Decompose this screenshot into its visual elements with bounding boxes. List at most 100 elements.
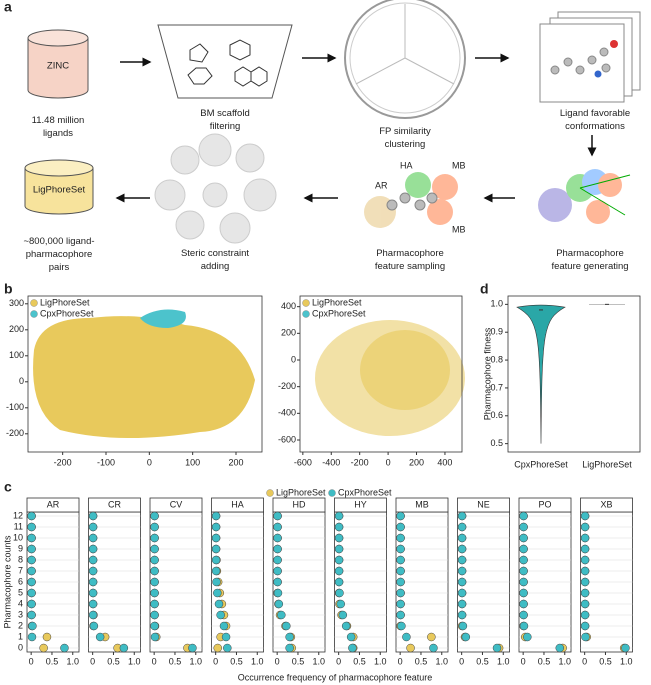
- dot: [27, 610, 36, 620]
- dot: [27, 555, 36, 565]
- dot: [492, 643, 502, 653]
- panel-title: MB: [415, 499, 429, 509]
- dot: [580, 555, 590, 565]
- y-axis-label: Pharmacophore fitness: [482, 327, 492, 420]
- y-tick-label: 0: [291, 354, 296, 364]
- dot: [212, 577, 221, 587]
- y-tick-label: -200: [6, 428, 24, 438]
- caption: Pharmacophore feature generating: [551, 248, 628, 272]
- dot: [119, 643, 129, 653]
- y-axis-label: Pharmacophore counts: [2, 535, 12, 629]
- dot: [88, 544, 98, 554]
- legend-swatch: [302, 299, 310, 307]
- dot: [214, 599, 224, 609]
- dot: [396, 566, 405, 576]
- x-tick-label: 1.0: [251, 656, 264, 666]
- y-tick-label: 9: [18, 543, 23, 553]
- dot: [42, 632, 52, 642]
- dot: [150, 632, 160, 642]
- y-tick-label: 6: [18, 576, 23, 586]
- x-tick-label: 1.0: [190, 656, 203, 666]
- box-label: LigPhoreSet: [33, 185, 86, 196]
- dot: [519, 566, 528, 576]
- dot: [334, 544, 344, 554]
- dot: [88, 522, 98, 532]
- y-tick-label: -400: [278, 408, 296, 418]
- x-tick-label: -200: [351, 457, 369, 467]
- dot: [621, 643, 630, 653]
- panel-title: HD: [293, 499, 306, 509]
- x-tick-label: 400: [437, 457, 452, 467]
- dot: [274, 599, 284, 609]
- dot: [580, 511, 590, 521]
- dot: [213, 643, 222, 653]
- dot: [519, 511, 528, 521]
- x-tick-label: 0.5: [292, 656, 305, 666]
- dot: [334, 533, 344, 543]
- dot: [88, 555, 98, 565]
- dot: [396, 533, 405, 543]
- dot: [150, 621, 159, 631]
- dot: [429, 643, 438, 653]
- dot: [88, 533, 98, 543]
- x-tick-label: 0: [29, 656, 34, 666]
- plot-frame: [27, 295, 263, 453]
- dot: [457, 610, 467, 620]
- dot: [396, 511, 405, 521]
- dot: [211, 566, 221, 576]
- x-tick-label: 0: [386, 457, 391, 467]
- dot: [213, 588, 222, 598]
- x-tick-label: 0: [336, 656, 341, 666]
- dot: [285, 632, 294, 642]
- dot: [519, 588, 528, 598]
- y-tick-label: 7: [18, 565, 23, 575]
- legend-swatch: [302, 310, 310, 318]
- panel-label: d: [480, 281, 489, 297]
- dot: [555, 643, 565, 653]
- dot: [396, 544, 405, 554]
- dot: [88, 511, 98, 521]
- panel-title: NE: [477, 499, 490, 509]
- panel-title-bg: [149, 497, 203, 513]
- x-tick-label: LigPhoreSet: [582, 459, 632, 469]
- dot: [150, 588, 159, 598]
- y-tick-label: 300: [9, 298, 24, 308]
- y-tick-label: 12: [13, 510, 23, 520]
- x-tick-label: 0.5: [353, 656, 366, 666]
- dot: [211, 555, 221, 565]
- caption: BM scaffold filtering: [200, 108, 249, 132]
- panel-label: c: [4, 479, 12, 495]
- panel-title: CV: [170, 499, 183, 509]
- dot: [27, 577, 36, 587]
- dot: [581, 632, 590, 642]
- x-tick-label: 0.5: [415, 656, 428, 666]
- x-tick-label: 0: [213, 656, 218, 666]
- dot: [334, 566, 344, 576]
- dot: [273, 533, 282, 543]
- y-tick-label: 2: [18, 620, 23, 630]
- dot: [27, 544, 36, 554]
- x-tick-label: 0: [147, 457, 152, 467]
- panel-title-bg: [580, 497, 633, 513]
- x-tick-label: 0: [398, 656, 403, 666]
- dot: [396, 588, 405, 598]
- panel-title-bg: [334, 497, 387, 513]
- panel-title: PO: [538, 499, 551, 509]
- dot: [580, 544, 590, 554]
- dot: [150, 544, 159, 554]
- y-tick-label: -100: [6, 402, 24, 412]
- dot: [88, 588, 98, 598]
- dot: [88, 577, 98, 587]
- dot: [348, 643, 357, 653]
- dot: [150, 610, 159, 620]
- y-tick-label: 1.0: [490, 299, 503, 309]
- dot: [457, 522, 467, 532]
- dot: [273, 555, 282, 565]
- caption: Ligand favorable conformations: [560, 108, 630, 132]
- dot: [88, 610, 98, 620]
- dot: [397, 621, 406, 631]
- x-tick-label: 0.5: [169, 656, 182, 666]
- point-cloud: [33, 316, 256, 439]
- dot: [150, 533, 159, 543]
